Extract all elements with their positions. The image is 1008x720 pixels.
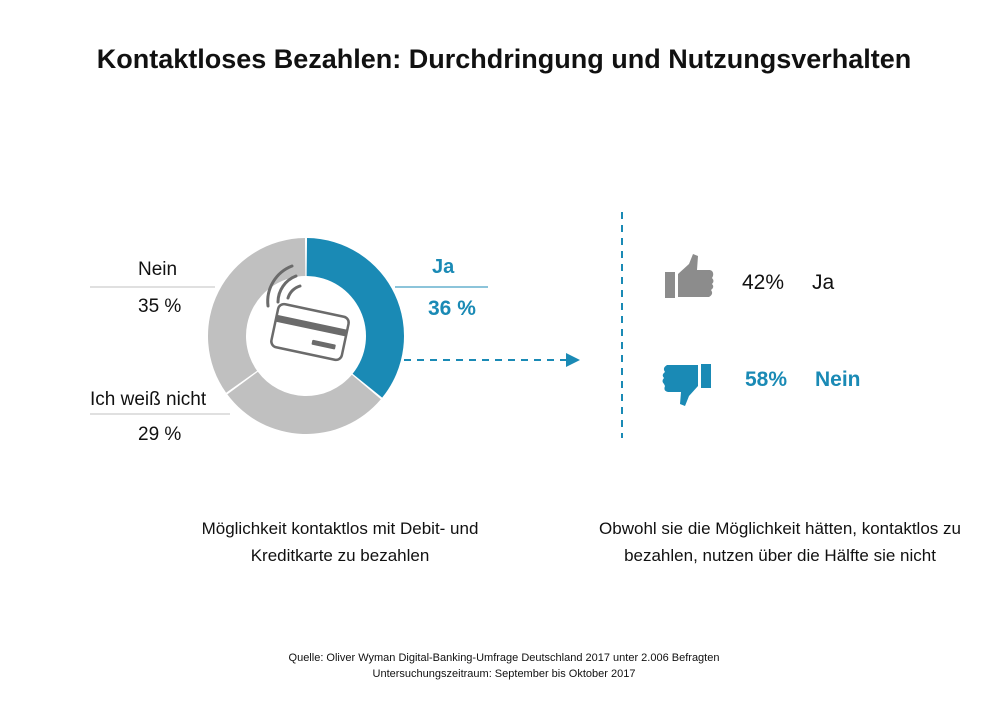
usage-no-label: Nein [815,368,861,391]
donut-slice-0 [306,238,405,398]
slice-value-ja: 36 % [428,297,476,320]
contactless-card-icon [266,264,350,362]
usage-yes-label: Ja [812,271,835,294]
caption-right-line2: bezahlen, nutzen über die Hälfte sie nic… [624,546,936,565]
slice-label-weiss-nicht: Ich weiß nicht [90,389,207,410]
source-line1: Quelle: Oliver Wyman Digital-Banking-Umf… [288,652,720,664]
usage-yes-percent: 42% [742,271,785,294]
caption-left-line1: Möglichkeit kontaktlos mit Debit- und [201,519,479,538]
source-note: Quelle: Oliver Wyman Digital-Banking-Umf… [0,650,1008,682]
caption-left: Möglichkeit kontaktlos mit Debit- und Kr… [150,515,530,569]
thumbs-up-icon [665,254,714,298]
donut-slice-2 [207,238,306,393]
caption-left-line2: Kreditkarte zu bezahlen [250,546,430,565]
donut-chart [207,238,405,435]
slice-label-ja: Ja [432,256,455,278]
page-title: Kontaktloses Bezahlen: Durchdringung und… [96,44,912,74]
donut-slice-1 [227,371,381,435]
thumbs-down-icon [662,364,711,406]
slice-label-nein: Nein [138,259,178,280]
caption-right: Obwohl sie die Möglichkeit hätten, konta… [560,515,1000,569]
arrow-head-icon [566,353,580,367]
slice-value-nein: 35 % [138,296,182,317]
source-line2: Untersuchungszeitraum: September bis Okt… [372,668,636,680]
caption-right-line1: Obwohl sie die Möglichkeit hätten, konta… [599,519,961,538]
slice-value-weiss-nicht: 29 % [138,424,182,445]
usage-no-percent: 58% [745,368,788,391]
